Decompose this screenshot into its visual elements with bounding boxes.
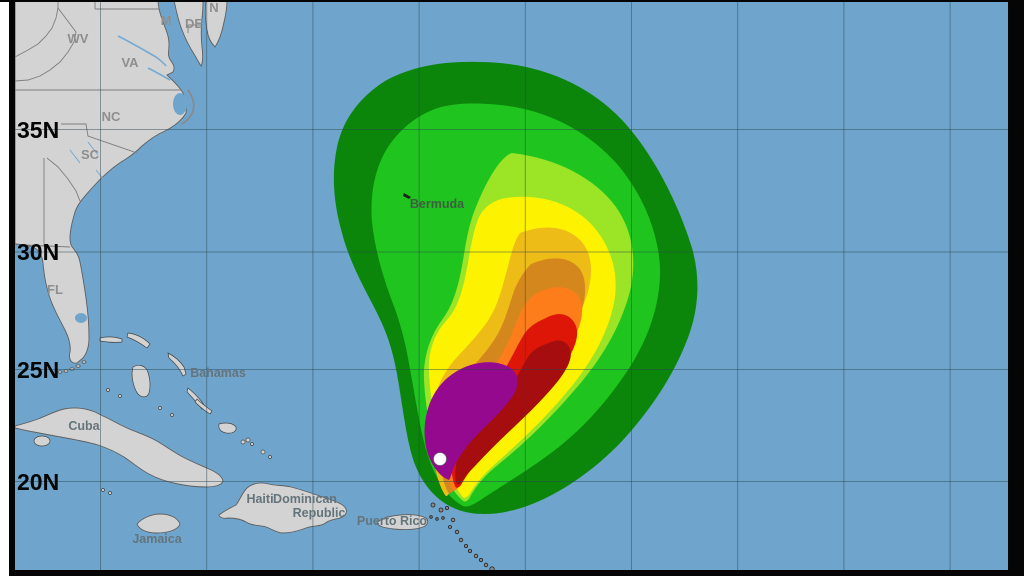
hispaniola	[218, 482, 347, 534]
puerto-rico	[376, 514, 429, 531]
place-label-bahamas: Bahamas	[190, 366, 246, 380]
state-label-de: DE	[185, 16, 203, 31]
latitude-labels: 35N 30N 25N 20N	[17, 117, 59, 495]
place-label-dominican: Dominican	[273, 492, 337, 506]
rivers	[69, 35, 171, 181]
probability-band-10	[424, 362, 518, 480]
place-label-haiti: Haiti	[246, 492, 273, 506]
frame-left	[9, 0, 15, 576]
landmasses	[14, 0, 429, 534]
state-label-va: VA	[121, 55, 139, 70]
state-label-wv: WV	[68, 31, 89, 46]
new-jersey	[204, 0, 228, 48]
state-label-sc: SC	[81, 147, 100, 162]
isla-juventud	[33, 435, 51, 447]
lat-label-35n: 35N	[17, 117, 59, 143]
outer-banks	[181, 89, 195, 125]
place-label-republic: Republic	[293, 506, 346, 520]
place-label-bermuda: Bermuda	[410, 197, 465, 211]
jamaica	[136, 513, 181, 534]
florida-keys	[57, 360, 87, 374]
state-label-nj: N	[209, 0, 218, 15]
frame-right	[1008, 0, 1024, 576]
place-labels: Bermuda Bahamas Cuba Jamaica Haiti Domin…	[68, 197, 465, 546]
place-label-jamaica: Jamaica	[132, 532, 182, 546]
lat-label-20n: 20N	[17, 469, 59, 495]
state-label-fl: FL	[47, 282, 63, 297]
place-label-puerto-rico: Puerto Rico	[357, 514, 428, 528]
frame-top	[0, 0, 1024, 2]
pamlico-sound	[173, 93, 187, 115]
probability-band-9	[455, 340, 571, 485]
state-labels: WV VA NC SC FL M DE N	[47, 0, 219, 297]
lesser-antilles-islands	[429, 502, 500, 576]
state-label-nc: NC	[102, 109, 121, 124]
place-label-cuba: Cuba	[68, 419, 100, 433]
lake-okeechobee	[75, 313, 87, 323]
wind-probability-cone	[333, 61, 698, 515]
lat-label-30n: 30N	[17, 239, 59, 265]
storm-center-dot	[433, 452, 447, 466]
lat-label-25n: 25N	[17, 357, 59, 383]
us-mainland	[14, 0, 187, 364]
state-label-md: M	[161, 13, 172, 28]
state-borders	[14, 0, 202, 248]
delmarva-peninsula	[173, 0, 204, 67]
bahamas-islands	[99, 332, 272, 495]
frame-bottom	[9, 570, 1024, 576]
bermuda-island	[403, 193, 411, 199]
cuba	[14, 407, 224, 488]
